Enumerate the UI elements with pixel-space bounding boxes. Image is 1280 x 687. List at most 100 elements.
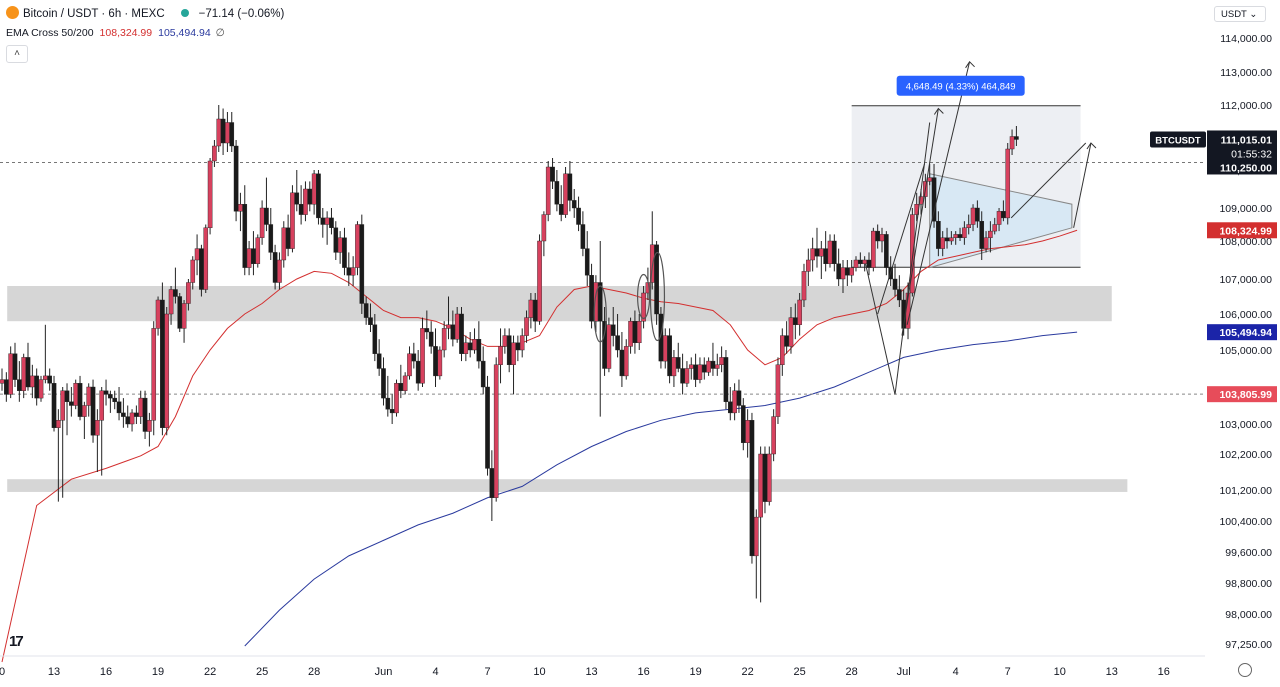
arrow-line-2 (1073, 142, 1092, 228)
time-tick-label: 13 (585, 666, 597, 678)
ellipse-annotation-2 (649, 251, 666, 342)
candle-body (147, 420, 152, 432)
candle-body (281, 227, 287, 261)
candle-body (853, 259, 859, 268)
indicator-visibility-icon[interactable]: ∅ (215, 27, 225, 39)
candle-body (95, 420, 100, 436)
drawings[interactable]: 4,648.49 (4.33%) 464,849 (593, 61, 1097, 395)
price-axis[interactable]: 114,000.00113,000.00112,000.00111,000.00… (1205, 0, 1280, 687)
time-tick-label: 28 (846, 666, 858, 678)
candle-body (710, 360, 716, 369)
price-lines (0, 162, 1205, 395)
bitcoin-logo-icon (6, 6, 19, 19)
candle-body (966, 224, 972, 228)
candle-body (636, 321, 642, 344)
candle-body (675, 357, 681, 369)
candle-body (298, 203, 304, 215)
candle-body (688, 364, 694, 369)
candle-body (337, 237, 343, 253)
ema50-label-bg (1207, 222, 1277, 239)
candle-body (840, 267, 846, 280)
price-tick-label: 114,000.00 (1220, 33, 1272, 45)
candle-body (155, 299, 161, 329)
candle-body (181, 303, 187, 329)
candle-body (56, 420, 61, 428)
candle-body (112, 397, 118, 403)
candle-body (242, 203, 248, 268)
candle-body (246, 248, 252, 268)
candle-body (324, 217, 330, 225)
candle-body (329, 217, 334, 228)
candle-body (727, 401, 733, 414)
candle-body (541, 214, 547, 242)
support-resistance-zones (7, 286, 1128, 492)
candle-body (697, 364, 703, 380)
symbol-header[interactable]: Bitcoin / USDT · 6h · MEXC −71.14 (−0.06%… (6, 6, 284, 20)
candle-body (43, 375, 48, 380)
current-price-text: 111,015.01 (1221, 134, 1273, 146)
candle-body (194, 248, 200, 261)
candle-body (303, 188, 308, 215)
gear-icon[interactable] (1238, 663, 1252, 677)
candle-body (368, 317, 373, 326)
candle-body (875, 230, 880, 242)
candle-body (667, 335, 672, 377)
candle-body (532, 299, 538, 322)
candle-body (30, 375, 35, 388)
candle-body (437, 349, 443, 377)
candle-body (21, 357, 26, 391)
price-tick-label: 101,200.00 (1219, 485, 1272, 497)
candle-body (753, 516, 759, 557)
candle-body (736, 390, 742, 406)
candle-body (38, 379, 44, 399)
candle-body (125, 416, 131, 425)
candle-body (775, 364, 781, 417)
candle-body (892, 278, 898, 290)
candle-body (385, 397, 391, 410)
currency-select[interactable]: USDT ⌄ (1214, 6, 1266, 22)
candle-body (90, 386, 96, 436)
time-axis[interactable]: 0 13 16 19 22 25 28 Jun 4 7 10 13 16 19 22 25 28 Jul 4 7 10 1… (0, 655, 1205, 678)
candle-body (138, 397, 144, 417)
collapse-legend-button[interactable]: ˄ (6, 45, 28, 63)
candle-body (680, 368, 685, 384)
indicator-legend[interactable]: EMA Cross 50/200 108,324.99 105,494.94 ∅ (6, 27, 225, 39)
candle-body (51, 383, 57, 428)
candle-body (168, 289, 174, 315)
candle-body (290, 192, 295, 249)
candle-body (177, 296, 183, 329)
candle-body (823, 248, 828, 265)
candle-body (602, 321, 607, 369)
tradingview-logo-icon[interactable]: 17 (9, 633, 24, 650)
candle-body (467, 342, 473, 351)
v-line-right (894, 122, 931, 395)
ema200-label-bg (1207, 324, 1277, 341)
candles (0, 105, 1019, 603)
candle-body (34, 375, 39, 399)
time-tick-label: 7 (484, 666, 490, 678)
candle-body (77, 383, 83, 417)
candle-body (402, 375, 408, 391)
candle-body (103, 390, 109, 395)
candle-body (979, 220, 985, 249)
candle-body (580, 224, 586, 249)
candle-body (793, 317, 798, 326)
candle-body (272, 252, 278, 283)
candle-body (858, 259, 863, 264)
candle-body (819, 248, 824, 257)
candle-body (740, 405, 746, 443)
candle-body (576, 207, 581, 225)
w-line-1 (877, 163, 925, 315)
candle-body (628, 321, 633, 347)
candle-body (229, 122, 235, 147)
candle-body (251, 248, 256, 265)
price-tick-label: 98,800.00 (1225, 578, 1272, 590)
candle-body (407, 353, 412, 377)
candle-body (806, 259, 811, 272)
candle-body (415, 360, 421, 384)
candle-body (294, 192, 300, 205)
candle-body (563, 173, 568, 215)
candle-body (701, 364, 707, 373)
candle-body (134, 412, 139, 417)
